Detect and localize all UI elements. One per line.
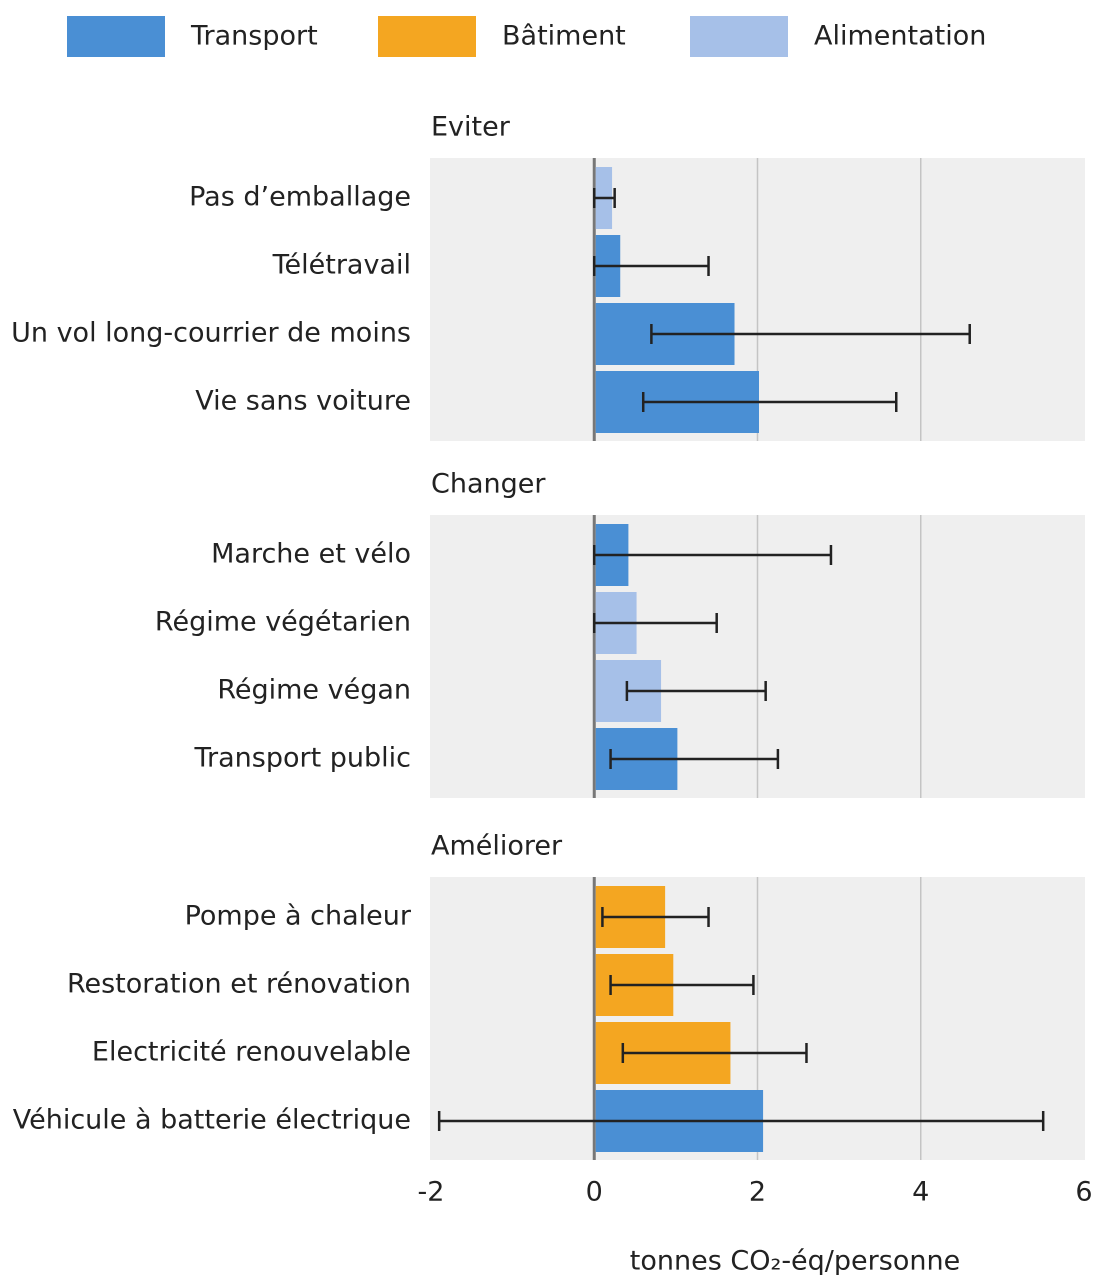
panel-title: Eviter: [431, 112, 511, 143]
category-label: Un vol long-courrier de moins: [11, 318, 411, 349]
x-axis-label: tonnes CO₂-éq/personne: [630, 1246, 960, 1277]
category-label: Régime végan: [217, 675, 411, 706]
x-tick-label: 0: [586, 1177, 603, 1208]
category-label: Pas d’emballage: [189, 182, 411, 213]
category-label: Pompe à chaleur: [185, 901, 412, 932]
category-label: Télétravail: [272, 250, 411, 281]
x-tick-label: 2: [749, 1177, 766, 1208]
legend-label: Bâtiment: [502, 21, 626, 52]
category-label: Marche et vélo: [211, 539, 411, 570]
legend-label: Transport: [190, 21, 318, 52]
category-label: Electricité renouvelable: [92, 1037, 411, 1068]
category-label: Transport public: [193, 743, 411, 774]
category-label: Restoration et rénovation: [67, 969, 411, 1000]
legend-swatch: [378, 16, 476, 57]
panel-title: Changer: [431, 469, 546, 500]
x-tick-label: -2: [418, 1177, 445, 1208]
category-label: Vie sans voiture: [195, 386, 411, 417]
legend-swatch: [67, 16, 165, 57]
legend-swatch: [690, 16, 788, 57]
x-tick-label: 4: [912, 1177, 929, 1208]
category-label: Régime végétarien: [155, 607, 411, 638]
legend-label: Alimentation: [814, 21, 986, 52]
x-tick-label: 6: [1075, 1177, 1092, 1208]
category-label: Véhicule à batterie électrique: [13, 1105, 411, 1136]
panel-title: Améliorer: [431, 831, 563, 862]
